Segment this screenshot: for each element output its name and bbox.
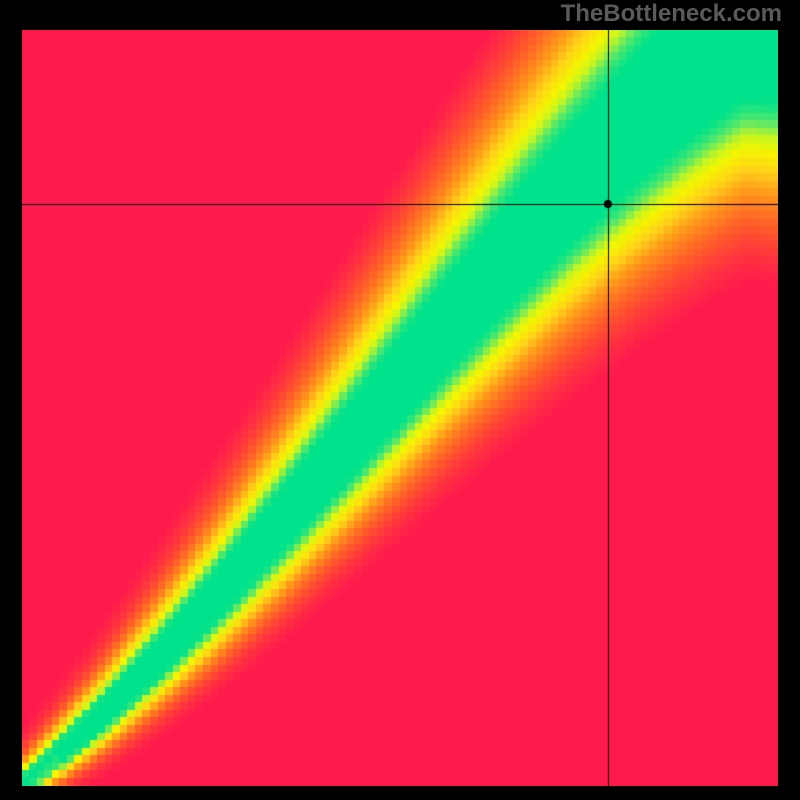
bottleneck-heatmap xyxy=(22,30,778,786)
watermark-label: TheBottleneck.com xyxy=(561,0,782,28)
figure-container: TheBottleneck.com xyxy=(0,0,800,800)
